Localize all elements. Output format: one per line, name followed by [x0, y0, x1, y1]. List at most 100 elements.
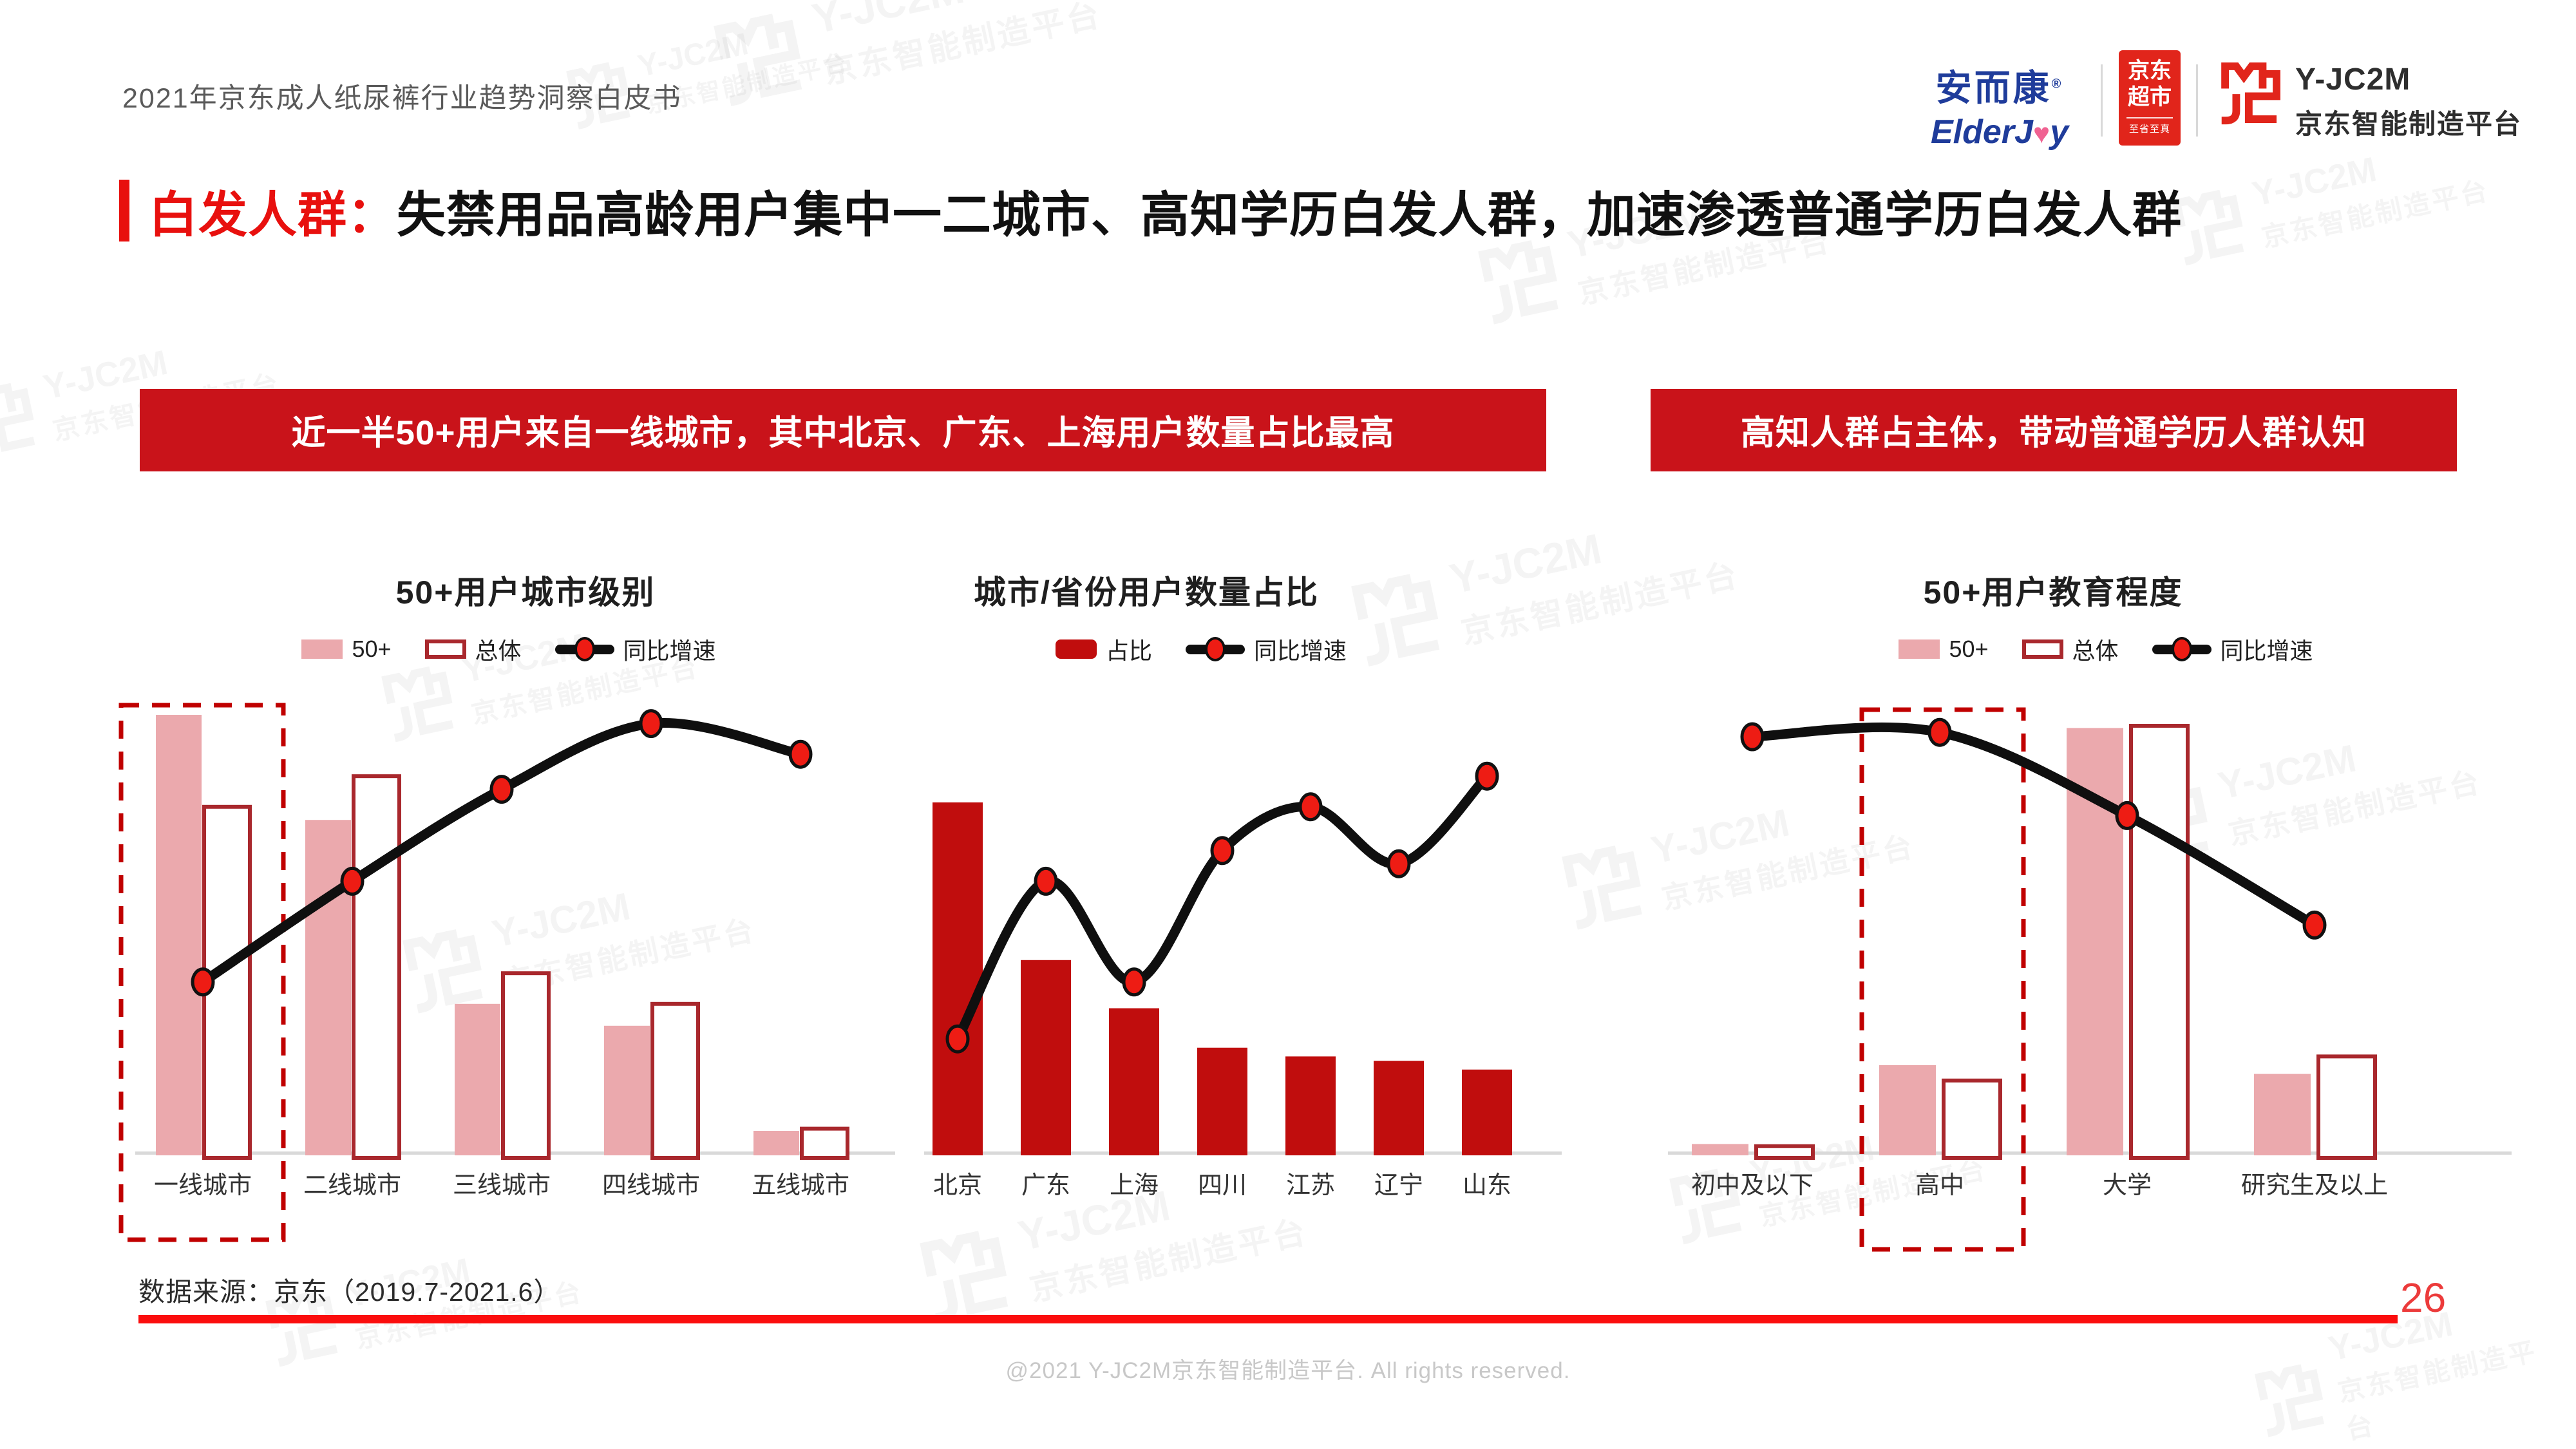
- data-point: [1740, 722, 1765, 752]
- watermark-en: Y-JC2M: [634, 26, 752, 84]
- data-point: [1387, 849, 1411, 878]
- data-point: [489, 775, 514, 804]
- legend-label: 50+: [352, 636, 392, 662]
- jd-logo-line1: 京东: [2128, 59, 2172, 83]
- chart-city-tier: 50+用户城市级别 50+ 总体 同比增速 一线城市 二线城市 三线城市 四线城市 五线城市: [118, 567, 895, 1259]
- yjc2m-logo-icon: [2221, 62, 2280, 125]
- legend-label: 占比: [1105, 638, 1152, 664]
- watermark-logo-icon: [714, 13, 802, 106]
- outline-swatch-icon: [2022, 639, 2063, 659]
- legend-item: 同比增速: [2152, 632, 2313, 666]
- watermark-cn: 京东智能制造平台: [820, 0, 1106, 91]
- logo-divider: [2196, 64, 2198, 137]
- line-marker-icon: [1186, 637, 1245, 661]
- chart-education: 50+用户教育程度 50+ 总体 同比增速 初中及以下 高中 大学 研究生及以上: [1668, 567, 2512, 1259]
- bar-四线城市: [604, 1025, 650, 1155]
- chart-province-share: 城市/省份用户数量占比 占比 同比增速 北京 广东 上海 四川 江苏 辽宁 山东: [914, 567, 1597, 1259]
- elderjoy-logo: 安而康® ElderJ♥y: [1906, 59, 2093, 151]
- data-point: [340, 866, 365, 896]
- bar-outline-初中及以下: [1754, 1144, 1815, 1160]
- data-point: [2115, 800, 2139, 830]
- x-axis-label: 五线城市: [752, 1172, 849, 1199]
- x-axis-label: 高中: [1915, 1172, 1964, 1199]
- legend-item: 同比增速: [554, 632, 716, 666]
- bar-一线城市: [156, 715, 202, 1155]
- logo-divider: [2101, 64, 2103, 137]
- legend-item: 50+: [301, 636, 392, 663]
- x-axis-label: 四线城市: [602, 1172, 700, 1199]
- heading-body: 失禁用品高龄用户集中一二城市、高知学历白发人群，加速渗透普通学历白发人群: [397, 188, 2182, 243]
- highlight-box: [118, 703, 286, 1242]
- chart-legend: 占比 同比增速: [860, 632, 1542, 666]
- legend-item: 占比: [1055, 632, 1152, 666]
- legend-item: 总体: [424, 632, 522, 666]
- bar-广东: [1021, 960, 1071, 1155]
- fill-swatch-icon: [1899, 639, 1940, 659]
- x-axis-label: 辽宁: [1374, 1172, 1423, 1199]
- growth-line: [198, 718, 806, 987]
- legend-label: 总体: [2072, 638, 2119, 664]
- jd-logo-tagline: 至省至真: [2126, 117, 2173, 135]
- x-axis-label: 二线城市: [303, 1172, 401, 1199]
- legend-item: 同比增速: [1186, 632, 1347, 666]
- x-axis-label: 北京: [933, 1172, 982, 1199]
- jd-logo-line2: 超市: [2128, 84, 2172, 109]
- chart-legend: 50+ 总体 同比增速: [122, 632, 895, 666]
- data-point: [1475, 761, 1499, 791]
- x-axis-label: 江苏: [1286, 1172, 1335, 1199]
- x-axis-label: 初中及以下: [1691, 1172, 1814, 1199]
- bar-初中及以下: [1692, 1144, 1748, 1155]
- line-marker-icon: [554, 637, 614, 661]
- bar-山东: [1462, 1069, 1512, 1155]
- fill-swatch-icon: [301, 639, 343, 659]
- bar-辽宁: [1374, 1061, 1424, 1155]
- bar-上海: [1109, 1008, 1159, 1155]
- watermark-en: Y-JC2M: [808, 0, 969, 43]
- x-axis-label: 三线城市: [453, 1172, 551, 1199]
- chart-legend: 50+ 总体 同比增速: [1687, 632, 2524, 666]
- line-marker-icon: [2152, 637, 2211, 661]
- heart-icon: ♥: [2032, 118, 2050, 149]
- data-point: [191, 967, 215, 997]
- legend-label: 同比增速: [2220, 638, 2313, 664]
- x-axis-label: 大学: [2103, 1172, 2152, 1199]
- legend-item: 50+: [1899, 636, 1989, 663]
- data-point: [639, 709, 663, 739]
- bar-高中: [1879, 1065, 1936, 1155]
- registered-mark: ®: [2051, 77, 2064, 91]
- heading-accent-bar: [119, 180, 129, 242]
- legend-label: 同比增速: [1254, 638, 1347, 664]
- data-point: [2302, 910, 2327, 940]
- outline-swatch-icon: [424, 639, 466, 659]
- x-axis-label: 广东: [1021, 1172, 1070, 1199]
- legend-label: 50+: [1949, 636, 1989, 662]
- solid-swatch-icon: [1055, 639, 1097, 659]
- bar-研究生及以上: [2254, 1074, 2311, 1155]
- x-axis-label: 一线城市: [154, 1172, 252, 1199]
- data-point: [1298, 792, 1323, 822]
- x-axis-label: 上海: [1110, 1172, 1159, 1199]
- yjc2m-cn: 京东智能制造平台: [2295, 109, 2523, 139]
- data-point: [1122, 967, 1146, 997]
- growth-line: [1747, 722, 2320, 930]
- bar-outline-五线城市: [800, 1126, 849, 1160]
- watermark-logo-icon: [0, 383, 35, 452]
- chart-title: 50+用户城市级别: [395, 574, 656, 611]
- bar-五线城市: [753, 1131, 799, 1155]
- data-point: [945, 1024, 970, 1054]
- chart-plot: 一线城市 二线城市 三线城市 四线城市 五线城市: [118, 703, 895, 1242]
- insight-banner-right: 高知人群占主体，带动普通学历人群认知: [1651, 389, 2457, 471]
- yjc2m-name: Y-JC2M: [2295, 62, 2411, 97]
- heading-text: 白发人群：失禁用品高龄用户集中一二城市、高知学历白发人群，加速渗透普通学历白发人…: [149, 175, 2182, 246]
- data-source-note: 数据来源：京东（2019.7-2021.6）: [138, 1277, 561, 1307]
- bar-二线城市: [305, 820, 351, 1155]
- watermark-cn: 京东智能制造平台: [2334, 1336, 2540, 1445]
- insight-banner-left: 近一半50+用户来自一线城市，其中北京、广东、上海用户数量占比最高: [140, 389, 1546, 471]
- chart-title: 50+用户教育程度: [1923, 574, 2183, 611]
- page-number: 26: [2400, 1274, 2447, 1321]
- legend-label: 同比增速: [623, 638, 716, 664]
